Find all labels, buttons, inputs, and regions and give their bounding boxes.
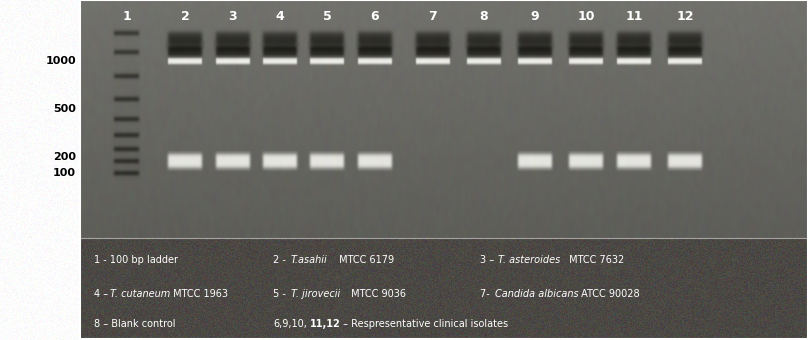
Text: 12: 12 [676,11,694,23]
Text: MTCC 9036: MTCC 9036 [348,289,406,299]
Text: 2: 2 [180,11,189,23]
Text: 7-: 7- [480,289,493,299]
Text: MTCC 7632: MTCC 7632 [566,255,625,265]
Text: 4 –: 4 – [94,289,112,299]
Text: 7: 7 [429,11,438,23]
Text: 8: 8 [480,11,489,23]
Text: 8 – Blank control: 8 – Blank control [94,319,176,329]
Text: 100: 100 [53,168,76,178]
Text: 200: 200 [53,152,76,162]
Text: Candida albicans: Candida albicans [495,289,578,299]
Text: 1000: 1000 [45,56,76,66]
Text: MTCC 1963: MTCC 1963 [170,289,228,299]
Text: ATCC 90028: ATCC 90028 [578,289,640,299]
Text: 1: 1 [123,11,131,23]
Text: 11,12: 11,12 [310,319,341,329]
Text: – Respresentative clinical isolates: – Respresentative clinical isolates [340,319,508,329]
Text: 6,9,10,: 6,9,10, [273,319,307,329]
Text: 500: 500 [53,104,76,114]
Text: 2 -: 2 - [273,255,289,265]
Text: 5: 5 [323,11,332,23]
Text: 11: 11 [625,11,642,23]
Text: 3: 3 [229,11,237,23]
Text: T. jirovecii: T. jirovecii [291,289,341,299]
Text: 3 –: 3 – [480,255,498,265]
Text: 6: 6 [371,11,379,23]
Text: 4: 4 [276,11,285,23]
Text: T. cutaneum: T. cutaneum [110,289,170,299]
Text: T.asahii: T.asahii [291,255,328,265]
Text: T. asteroides: T. asteroides [498,255,561,265]
Text: MTCC 6179: MTCC 6179 [336,255,394,265]
Bar [80,0,808,339]
Text: 9: 9 [531,11,540,23]
Text: 1 - 100 bp ladder: 1 - 100 bp ladder [94,255,178,265]
Text: 10: 10 [578,11,595,23]
Text: 5 -: 5 - [273,289,289,299]
